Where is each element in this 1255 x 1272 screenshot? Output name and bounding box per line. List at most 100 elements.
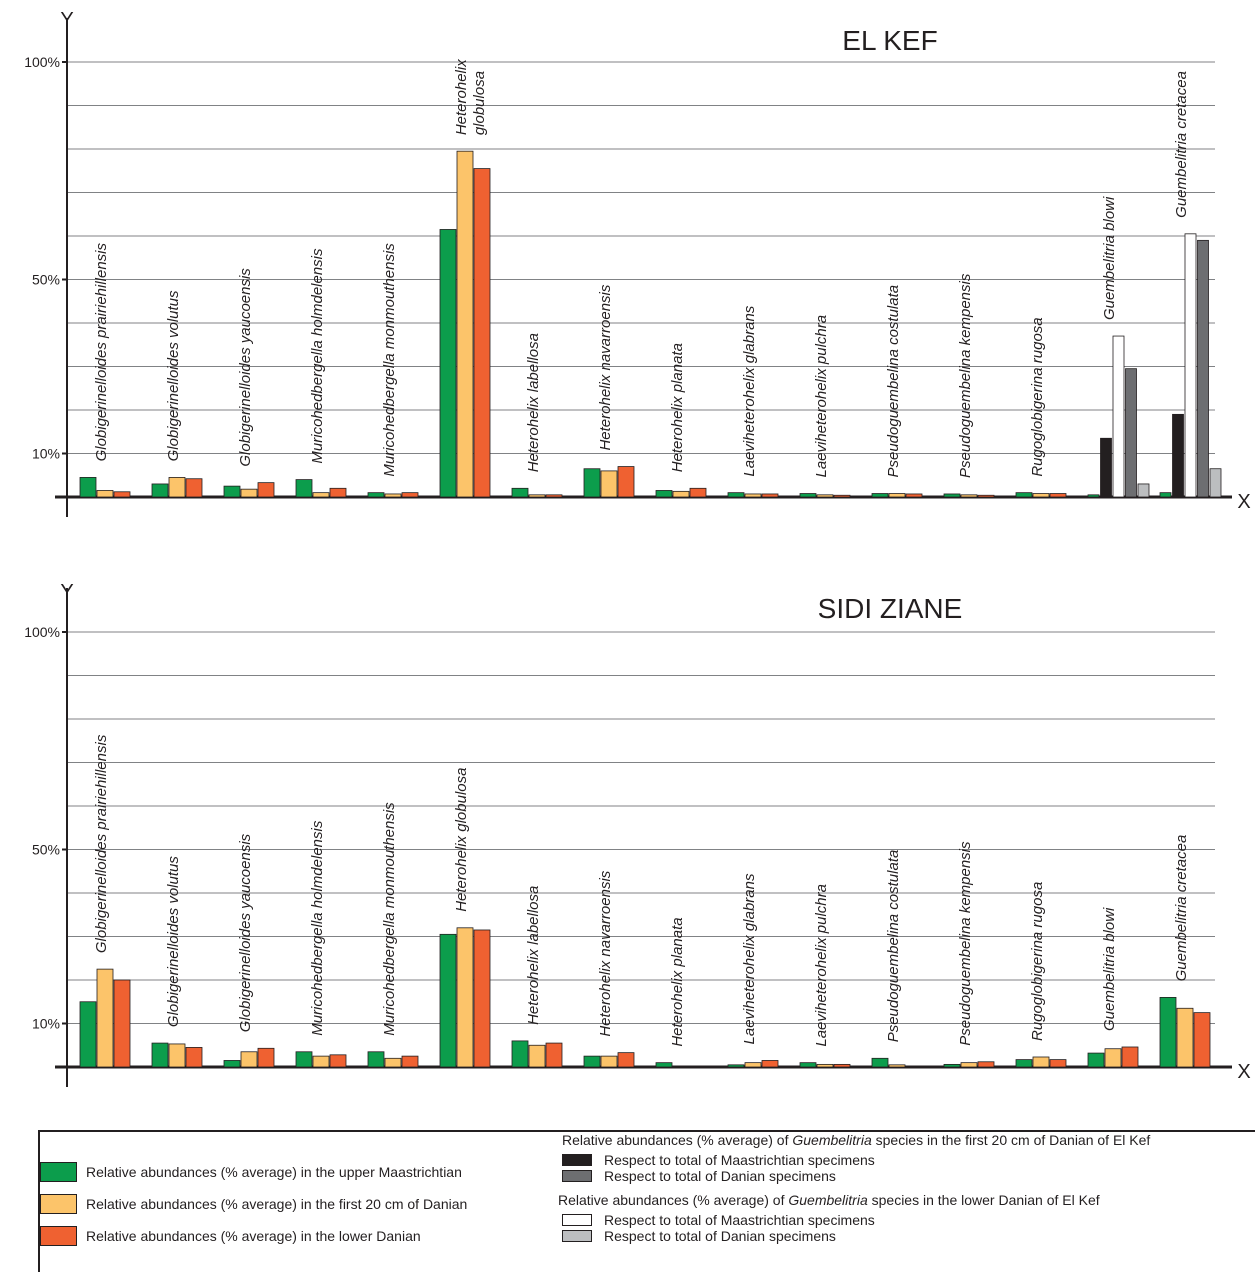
bar bbox=[439, 933, 457, 1068]
bar bbox=[1121, 1046, 1139, 1068]
legend-swatch-gue-maas-first20 bbox=[562, 1154, 592, 1166]
bar bbox=[617, 1052, 635, 1068]
category-label: Heterohelixglobulosa bbox=[453, 59, 488, 135]
bar bbox=[240, 1051, 258, 1068]
y-tick-label: 100% bbox=[24, 54, 60, 70]
category-group: Pseudoguembelina kempensis bbox=[943, 273, 995, 498]
bar bbox=[511, 487, 529, 498]
legend-guembelitria-heading-lower: Relative abundances (% average) of Guemb… bbox=[558, 1192, 1100, 1208]
bar bbox=[329, 487, 347, 498]
bar bbox=[1032, 1056, 1050, 1068]
y-tick-label: 50% bbox=[32, 842, 60, 858]
bar bbox=[79, 477, 97, 498]
bar bbox=[401, 492, 419, 498]
bar bbox=[583, 468, 601, 498]
legend-swatch-gue-danian-first20 bbox=[562, 1170, 592, 1182]
bar bbox=[1112, 335, 1125, 498]
bar bbox=[727, 492, 745, 498]
y-axis-label: Y bbox=[60, 9, 73, 31]
bar bbox=[223, 485, 241, 498]
category-label: Guembelitria cretacea bbox=[1173, 835, 1190, 982]
category-group: Globigerinelloides yaucoensis bbox=[223, 268, 275, 498]
category-label-line: Pseudoguembelina costulata bbox=[885, 285, 902, 478]
bar bbox=[672, 490, 690, 498]
bar bbox=[1184, 233, 1197, 498]
category-label-line: Globigerinelloides yaucoensis bbox=[237, 268, 254, 467]
category-label: Rugoglobigerina rugosa bbox=[1029, 882, 1046, 1041]
bar bbox=[151, 483, 169, 498]
category-group: Laeviheterohelix glabrans bbox=[727, 873, 779, 1068]
bar bbox=[473, 929, 491, 1068]
category-label-line: Globigerinelloides prairiehillensis bbox=[93, 242, 110, 461]
y-tick-label: 10% bbox=[32, 1016, 60, 1032]
category-label: Guembelitria blowi bbox=[1101, 196, 1118, 320]
bar bbox=[689, 487, 707, 498]
category-label: Heterohelix planata bbox=[669, 343, 686, 472]
category-group: Heterohelix planata bbox=[655, 917, 686, 1068]
heading-text-pre: Relative abundances (% average) of bbox=[562, 1132, 793, 1148]
bar bbox=[600, 1055, 618, 1068]
category-label-line: Muricohedbergella holmdelensis bbox=[309, 248, 326, 464]
category-label-line: Laeviheterohelix glabrans bbox=[741, 873, 758, 1044]
bar bbox=[295, 479, 313, 498]
category-group: Globigerinelloides yaucoensis bbox=[223, 833, 275, 1068]
category-label: Heterohelix labellosa bbox=[525, 333, 542, 472]
bar bbox=[1137, 483, 1150, 498]
bar bbox=[1049, 1059, 1067, 1068]
category-label-line: Laeviheterohelix pulchra bbox=[813, 884, 830, 1047]
bar bbox=[329, 1054, 347, 1068]
category-label: Globigerinelloides yaucoensis bbox=[237, 268, 254, 467]
bar bbox=[655, 1062, 673, 1068]
category-label: Guembelitria cretacea bbox=[1173, 71, 1190, 218]
chart-title: SIDI ZIANE bbox=[818, 593, 963, 624]
bar bbox=[1104, 1048, 1122, 1068]
bar bbox=[960, 494, 978, 498]
category-label-line: Heterohelix navarroensis bbox=[597, 870, 614, 1036]
category-group: Muricohedbergella monmouthensis bbox=[367, 243, 419, 498]
category-label: Pseudoguembelina kempensis bbox=[957, 841, 974, 1046]
y-tick-label: 100% bbox=[24, 624, 60, 640]
category-label-line: Rugoglobigerina rugosa bbox=[1029, 882, 1046, 1041]
bar bbox=[1172, 413, 1184, 498]
legend: Relative abundances (% average) in the u… bbox=[38, 1130, 1255, 1272]
category-label: Globigerinelloides volutus bbox=[165, 856, 182, 1027]
bar bbox=[240, 488, 258, 498]
bar bbox=[1087, 494, 1100, 498]
category-group: Guembelitria blowi bbox=[1087, 907, 1139, 1068]
bar bbox=[1159, 997, 1177, 1068]
category-label: Pseudoguembelina costulata bbox=[885, 850, 902, 1043]
x-axis-label: X bbox=[1237, 491, 1250, 513]
bar bbox=[977, 1061, 995, 1068]
bar bbox=[168, 1043, 186, 1068]
category-label-line: Guembelitria blowi bbox=[1101, 196, 1118, 320]
bar bbox=[744, 493, 762, 498]
legend-label-gue-danian-first20: Respect to total of Danian specimens bbox=[604, 1168, 836, 1184]
category-label-line: Heterohelix labellosa bbox=[525, 333, 542, 472]
category-label-line: Muricohedbergella monmouthensis bbox=[381, 802, 398, 1036]
chart-panel-1: Y X EL KEF 10% 50% 100% Globigerinelloides pra… bbox=[24, 9, 1251, 517]
category-label: Heterohelix navarroensis bbox=[597, 870, 614, 1036]
category-label: Globigerinelloides volutus bbox=[165, 290, 182, 461]
bar bbox=[977, 494, 995, 498]
category-label-line: Globigerinelloides volutus bbox=[165, 290, 182, 461]
category-label: Pseudoguembelina kempensis bbox=[957, 273, 974, 478]
bar bbox=[384, 493, 402, 498]
category-label-line: Heterohelix globulosa bbox=[453, 768, 470, 912]
category-label-line: Guembelitria blowi bbox=[1101, 907, 1118, 1031]
category-label-line: Globigerinelloides prairiehillensis bbox=[93, 734, 110, 953]
category-label: Laeviheterohelix glabrans bbox=[741, 305, 758, 476]
bar bbox=[816, 494, 834, 498]
legend-label-lower-danian: Relative abundances (% average) in the l… bbox=[86, 1228, 421, 1244]
y-axis-label: Y bbox=[60, 581, 73, 603]
category-group: Rugoglobigerina rugosa bbox=[1015, 882, 1067, 1068]
category-group: Globigerinelloides volutus bbox=[151, 856, 203, 1068]
legend-label-gue-maas-lower: Respect to total of Maastrichtian specim… bbox=[604, 1212, 875, 1228]
bar bbox=[960, 1062, 978, 1068]
bar bbox=[456, 150, 474, 498]
bar bbox=[96, 968, 114, 1068]
bar bbox=[151, 1042, 169, 1068]
category-group: Heterohelixglobulosa bbox=[439, 59, 491, 498]
bar bbox=[1032, 493, 1050, 498]
bar bbox=[600, 470, 618, 498]
category-label-line: Pseudoguembelina costulata bbox=[885, 850, 902, 1043]
